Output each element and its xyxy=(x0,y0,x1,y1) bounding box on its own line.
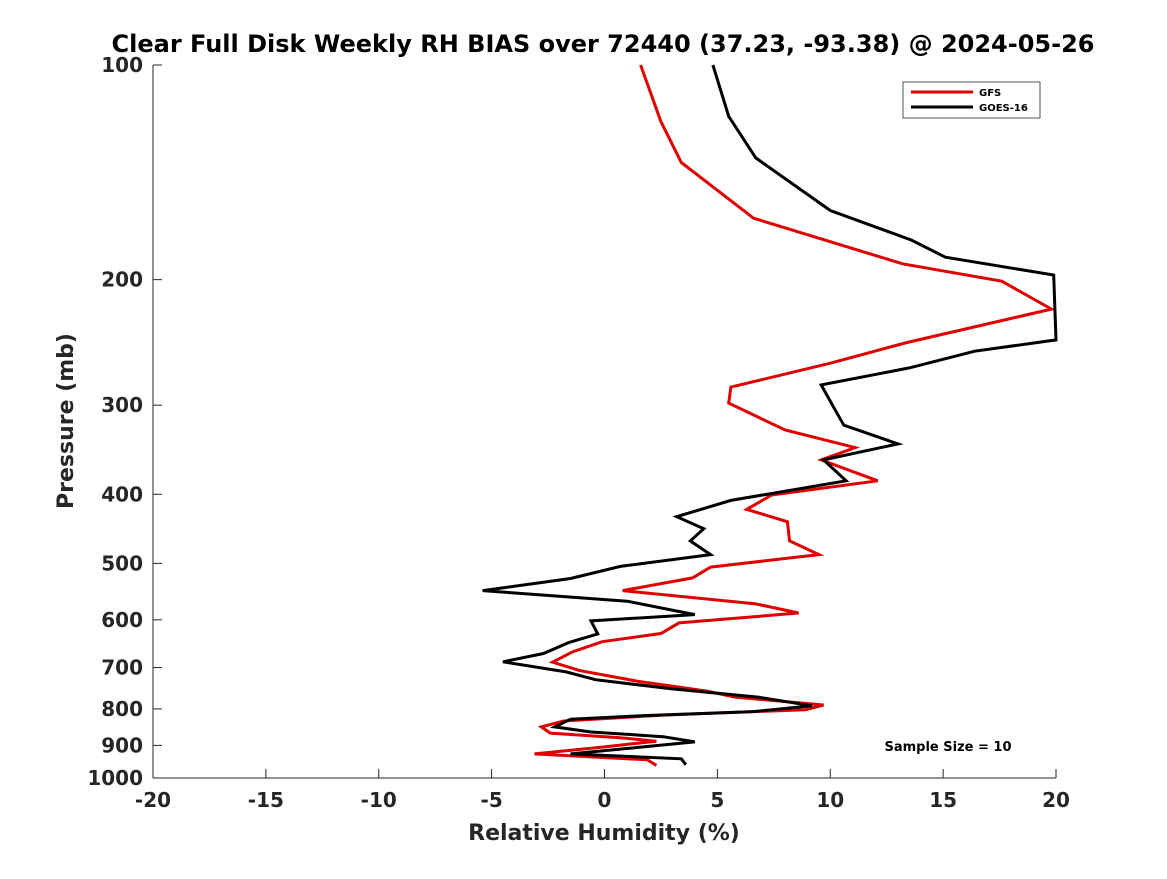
x-tick-label: -15 xyxy=(248,788,284,812)
y-tick-label: 500 xyxy=(101,551,143,575)
y-axis-label: Pressure (mb) xyxy=(54,333,79,509)
y-tick-label: 800 xyxy=(101,697,143,721)
y-tick-label: 100 xyxy=(101,53,143,77)
x-tick-label: 15 xyxy=(929,788,957,812)
legend-box xyxy=(902,81,1041,119)
x-tick-label: 5 xyxy=(710,788,724,812)
y-tick-label: 600 xyxy=(101,608,143,632)
x-axis-ticks: -20 -15 -10 -5 0 5 10 15 20 xyxy=(135,769,1070,812)
sample-size-annotation: Sample Size = 10 xyxy=(884,740,1011,755)
plot-area xyxy=(153,65,1056,778)
x-axis-label: Relative Humidity (%) xyxy=(468,821,740,846)
y-axis-ticks: 100 200 300 400 500 600 700 800 900 1000 xyxy=(87,53,162,790)
legend-label-goes-16: GOES-16 xyxy=(979,103,1028,114)
y-tick-label: 400 xyxy=(101,482,143,506)
legend: GFS GOES-16 xyxy=(902,81,1041,119)
x-tick-label: 20 xyxy=(1042,788,1070,812)
x-tick-label: 10 xyxy=(816,788,844,812)
series-line-gfs xyxy=(534,64,1056,767)
x-tick-label: -10 xyxy=(361,788,397,812)
y-tick-label: 700 xyxy=(101,656,143,680)
x-tick-label: -5 xyxy=(481,788,503,812)
y-tick-label: 300 xyxy=(101,393,143,417)
y-tick-label: 200 xyxy=(101,268,143,292)
x-tick-label: -20 xyxy=(135,788,171,812)
y-tick-label: 1000 xyxy=(87,766,143,790)
x-tick-label: 0 xyxy=(598,788,612,812)
legend-label-gfs: GFS xyxy=(979,88,1001,99)
y-tick-label: 900 xyxy=(101,733,143,757)
series-line-goes-16 xyxy=(482,64,1058,766)
series-layer xyxy=(482,64,1058,767)
chart-title: Clear Full Disk Weekly RH BIAS over 7244… xyxy=(112,30,1095,58)
